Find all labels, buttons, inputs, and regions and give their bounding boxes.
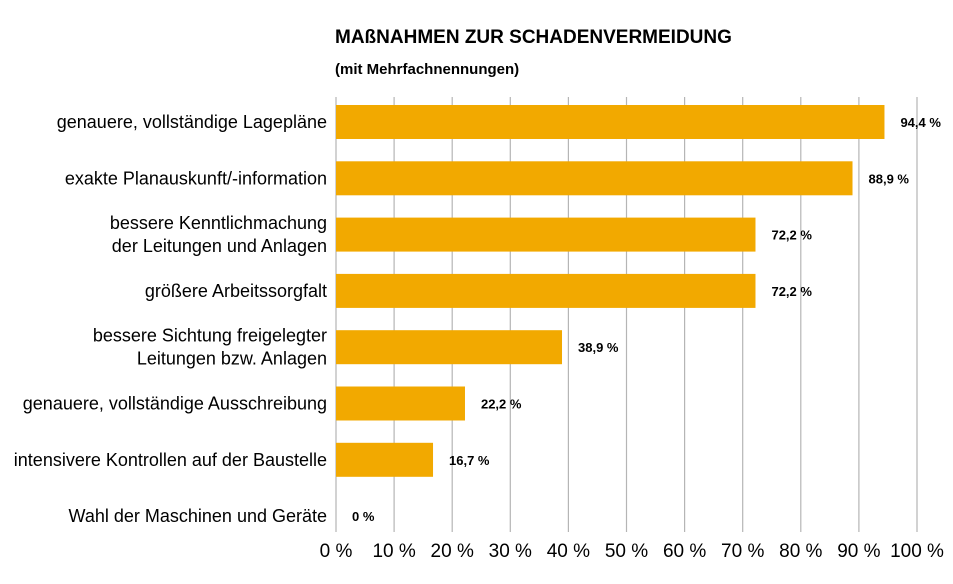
bar-value-label: 0 % bbox=[352, 509, 375, 524]
chart-title: MAßNAHMEN ZUR SCHADENVERMEIDUNG bbox=[335, 27, 732, 48]
x-axis-ticks: 0 % 10 % 20 % 30 % 40 % 50 % 60 % 70 % 80 % 90 % 1… bbox=[320, 541, 944, 562]
x-tick-label: 60 % bbox=[663, 541, 706, 562]
x-tick-label: 80 % bbox=[779, 541, 822, 562]
category-label: genauere, vollständige Ausschreibung bbox=[23, 394, 327, 414]
bar-value-label: 38,9 % bbox=[578, 340, 619, 355]
bar bbox=[336, 217, 756, 252]
bar-value-label: 16,7 % bbox=[449, 453, 490, 468]
x-tick-label: 0 % bbox=[320, 541, 353, 562]
category-label: bessere Sichtung freigelegter bbox=[93, 326, 327, 346]
x-tick-label: 30 % bbox=[489, 541, 532, 562]
bar bbox=[336, 330, 563, 365]
bars bbox=[336, 105, 885, 477]
bar-value-label: 72,2 % bbox=[771, 228, 812, 243]
x-tick-label: 40 % bbox=[547, 541, 590, 562]
category-labels: genauere, vollständige Lagepläne exakte P… bbox=[14, 112, 327, 526]
bar bbox=[336, 105, 885, 139]
chart-subtitle: (mit Mehrfachnennungen) bbox=[335, 61, 519, 78]
category-label: Wahl der Maschinen und Geräte bbox=[69, 506, 327, 526]
bar bbox=[336, 386, 465, 421]
x-tick-label: 10 % bbox=[372, 541, 415, 562]
category-label: Leitungen bzw. Anlagen bbox=[137, 349, 327, 369]
category-label: größere Arbeitssorgfalt bbox=[145, 281, 327, 301]
bar bbox=[336, 161, 853, 196]
bar bbox=[336, 273, 756, 308]
category-label: exakte Planauskunft/-information bbox=[65, 168, 327, 188]
value-labels: 94,4 % 88,9 % 72,2 % 72,2 % 38,9 % 22,2 % 16,7… bbox=[352, 115, 941, 524]
bar-value-label: 22,2 % bbox=[481, 397, 522, 412]
category-label: intensivere Kontrollen auf der Baustelle bbox=[14, 450, 327, 470]
category-label: der Leitungen und Anlagen bbox=[112, 236, 327, 256]
category-label: bessere Kenntlichmachung bbox=[110, 213, 327, 233]
x-tick-label: 100 % bbox=[890, 541, 944, 562]
bar bbox=[336, 442, 434, 477]
bar-value-label: 72,2 % bbox=[771, 284, 812, 299]
bar-value-label: 88,9 % bbox=[869, 171, 910, 186]
bar-value-label: 94,4 % bbox=[900, 115, 941, 130]
category-label: genauere, vollständige Lagepläne bbox=[57, 112, 327, 132]
x-tick-label: 70 % bbox=[721, 541, 764, 562]
x-tick-label: 50 % bbox=[605, 541, 648, 562]
x-tick-label: 20 % bbox=[431, 541, 474, 562]
x-tick-label: 90 % bbox=[837, 541, 880, 562]
